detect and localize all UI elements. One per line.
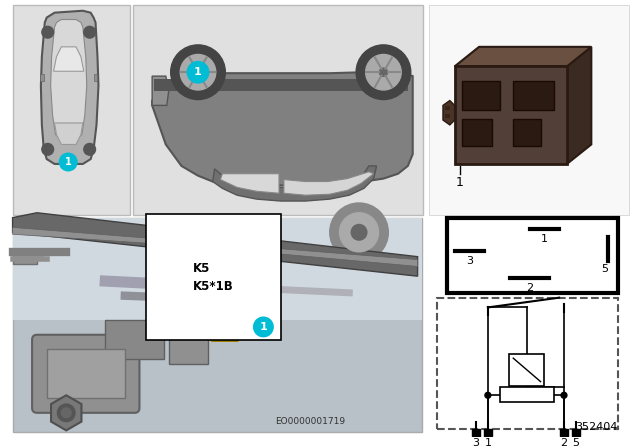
Polygon shape [51, 395, 81, 431]
Bar [47, 349, 125, 398]
Bar [513, 81, 554, 110]
Bar [437, 297, 618, 430]
Bar [227, 329, 234, 337]
Polygon shape [152, 76, 169, 105]
FancyBboxPatch shape [32, 335, 140, 413]
Polygon shape [40, 74, 44, 81]
Polygon shape [51, 20, 87, 140]
Bar [13, 258, 37, 263]
Circle shape [330, 203, 388, 262]
Circle shape [42, 143, 54, 155]
Polygon shape [54, 123, 83, 144]
Circle shape [253, 317, 273, 337]
Bar [169, 330, 208, 364]
Polygon shape [152, 71, 413, 185]
Bar [463, 81, 500, 110]
Bar [445, 114, 450, 118]
Circle shape [339, 213, 378, 252]
Circle shape [194, 68, 202, 76]
Text: 1: 1 [194, 67, 202, 77]
Bar [472, 430, 480, 436]
Bar [106, 320, 164, 359]
Bar [500, 388, 554, 402]
Circle shape [84, 143, 95, 155]
Text: 3: 3 [466, 256, 473, 266]
Circle shape [380, 68, 388, 76]
Polygon shape [220, 174, 279, 193]
Bar [509, 354, 545, 386]
Bar [560, 430, 568, 436]
Text: 2: 2 [561, 438, 568, 448]
Bar [154, 79, 408, 91]
Bar [463, 119, 492, 146]
Circle shape [60, 153, 77, 171]
Polygon shape [41, 11, 99, 164]
Bar [13, 249, 42, 257]
Bar [13, 218, 422, 320]
Polygon shape [93, 74, 97, 81]
Circle shape [188, 61, 209, 83]
Bar [572, 430, 580, 436]
Circle shape [180, 55, 216, 90]
Bar [13, 5, 130, 215]
Polygon shape [454, 66, 567, 164]
Polygon shape [212, 166, 376, 201]
Circle shape [58, 404, 75, 422]
Circle shape [42, 26, 54, 38]
Circle shape [356, 45, 411, 99]
Polygon shape [54, 47, 84, 71]
Text: 3: 3 [473, 438, 479, 448]
Bar [429, 5, 629, 215]
Text: K5
K5*1B: K5 K5*1B [193, 262, 234, 293]
Circle shape [365, 55, 401, 90]
Text: 1: 1 [484, 438, 492, 448]
Text: 1: 1 [259, 322, 268, 332]
FancyBboxPatch shape [212, 317, 238, 340]
Text: 1: 1 [541, 234, 548, 244]
Circle shape [351, 224, 367, 240]
Circle shape [171, 45, 225, 99]
Circle shape [485, 392, 491, 398]
Polygon shape [13, 228, 417, 267]
Text: EO0000001719: EO0000001719 [275, 417, 346, 426]
Polygon shape [454, 47, 591, 66]
Bar [484, 430, 492, 436]
Bar [513, 119, 541, 146]
Bar [445, 106, 450, 110]
Circle shape [61, 408, 71, 418]
Text: 352404: 352404 [575, 422, 618, 432]
Polygon shape [567, 47, 591, 164]
Circle shape [561, 392, 567, 398]
Text: 1: 1 [65, 157, 72, 167]
Bar [216, 329, 223, 337]
Text: 1: 1 [456, 176, 463, 189]
Bar [447, 218, 618, 293]
Text: 5: 5 [602, 264, 609, 275]
Polygon shape [443, 100, 454, 125]
Circle shape [84, 26, 95, 38]
Polygon shape [284, 172, 374, 195]
Bar [13, 218, 422, 432]
Text: 5: 5 [572, 438, 579, 448]
Polygon shape [13, 213, 417, 276]
Text: 2: 2 [526, 283, 533, 293]
Bar [132, 5, 424, 215]
